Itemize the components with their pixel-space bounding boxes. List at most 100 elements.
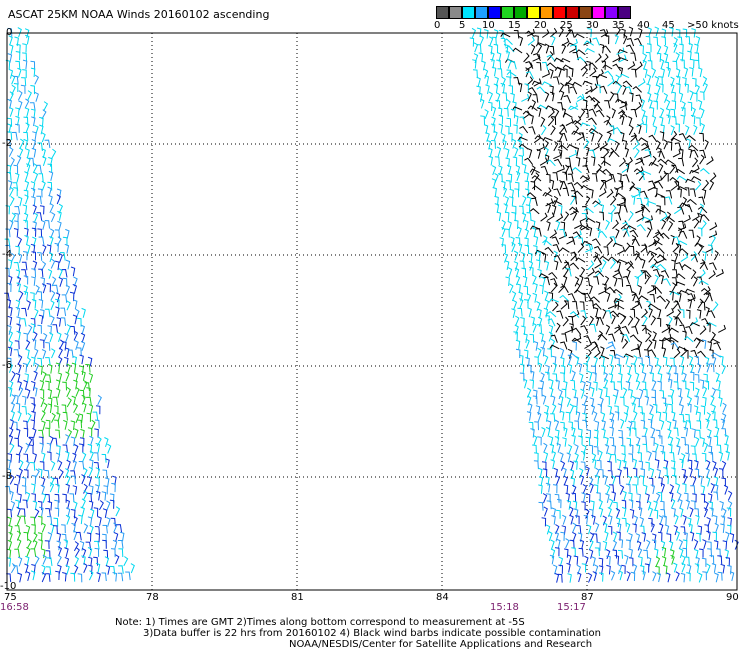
wind-barb xyxy=(532,53,541,62)
wind-barb xyxy=(659,419,665,430)
wind-barb xyxy=(634,476,639,486)
wind-barb xyxy=(672,149,681,158)
wind-barb xyxy=(17,380,23,391)
wind-barb xyxy=(624,554,629,565)
wind-barb xyxy=(571,167,582,174)
wind-barb xyxy=(707,341,713,351)
wind-barb xyxy=(654,26,660,37)
wind-barb xyxy=(46,442,52,453)
wind-barb xyxy=(548,531,553,542)
wind-barb xyxy=(500,37,506,47)
wind-barb xyxy=(722,508,727,519)
wind-barb xyxy=(41,572,47,583)
wind-barb xyxy=(513,30,520,39)
wind-barb xyxy=(705,418,710,429)
wind-barb xyxy=(675,123,680,133)
wind-barb xyxy=(572,522,577,533)
wind-barb xyxy=(5,228,11,238)
wind-barb xyxy=(484,109,489,120)
wind-barb xyxy=(15,172,20,183)
wind-barb xyxy=(492,187,497,197)
wind-barb xyxy=(31,564,36,574)
wind-barb xyxy=(619,73,630,79)
wind-barb xyxy=(618,110,628,118)
wind-barb xyxy=(554,531,560,542)
wind-barb xyxy=(81,555,86,565)
wind-barb xyxy=(602,283,607,293)
wind-barb xyxy=(641,216,652,221)
wind-barb xyxy=(713,250,719,261)
wind-barb xyxy=(50,315,55,326)
wind-barb xyxy=(626,268,631,279)
wind-barb xyxy=(544,404,550,415)
wind-barb xyxy=(503,252,508,263)
wind-barb xyxy=(683,426,689,437)
wind-barb xyxy=(549,443,555,454)
wind-barb xyxy=(630,343,640,352)
wind-barb xyxy=(648,98,653,109)
wind-barb xyxy=(697,227,703,237)
wind-barb xyxy=(24,107,30,118)
wind-barb xyxy=(649,294,656,303)
wind-barb xyxy=(498,123,504,134)
wind-barb xyxy=(659,58,665,69)
wind-barb xyxy=(512,106,523,111)
wind-barb xyxy=(622,174,630,183)
wind-barb xyxy=(14,205,21,215)
wind-barb xyxy=(14,548,20,558)
wind-barb xyxy=(82,451,87,463)
wind-barb xyxy=(101,453,107,463)
wind-barb xyxy=(720,563,725,574)
wind-barb xyxy=(607,525,613,535)
wind-barb xyxy=(642,59,647,70)
wind-barb xyxy=(7,453,13,463)
wind-barb xyxy=(532,292,538,303)
wind-barb xyxy=(616,459,622,469)
wind-barb xyxy=(541,69,550,78)
wind-barb xyxy=(684,288,695,293)
wind-barb xyxy=(625,539,631,549)
wind-barb xyxy=(541,81,552,86)
wind-barb xyxy=(56,194,61,205)
wind-barb xyxy=(25,460,31,471)
wind-barb xyxy=(709,262,717,271)
wind-barb xyxy=(71,362,77,373)
wind-barb xyxy=(629,245,635,255)
wind-barb xyxy=(630,308,636,318)
wind-barb xyxy=(575,515,580,525)
wind-barb xyxy=(673,349,681,359)
wind-barb xyxy=(622,338,629,349)
wind-barb xyxy=(656,254,667,261)
wind-barb xyxy=(569,102,578,111)
wind-barb xyxy=(511,242,516,253)
wind-barb xyxy=(551,116,557,126)
wind-barb xyxy=(39,205,45,215)
wind-barb xyxy=(648,134,658,143)
wind-barb xyxy=(45,342,51,351)
wind-barb xyxy=(660,196,666,206)
wind-barb xyxy=(23,251,28,261)
wind-barb xyxy=(95,467,101,478)
wind-barb xyxy=(564,261,571,271)
wind-barb xyxy=(88,570,94,581)
wind-barb xyxy=(502,139,507,150)
wind-barb xyxy=(510,92,515,103)
wind-barb xyxy=(670,181,679,191)
wind-barb xyxy=(713,435,719,445)
wind-barb xyxy=(635,94,643,103)
legend-swatch xyxy=(514,6,527,19)
wind-barb xyxy=(579,266,586,277)
wind-barb xyxy=(495,99,501,109)
wind-barb xyxy=(515,237,521,247)
wind-barb xyxy=(123,556,129,567)
wind-barb xyxy=(25,348,30,359)
wind-barb xyxy=(528,126,536,135)
wind-barb xyxy=(680,114,685,125)
wind-barb xyxy=(656,263,667,271)
wind-barb xyxy=(23,116,29,126)
wind-barb xyxy=(649,404,654,415)
wind-barb xyxy=(115,554,120,565)
wind-barb xyxy=(540,212,548,222)
legend-swatch xyxy=(540,6,553,19)
wind-barb xyxy=(626,365,632,376)
